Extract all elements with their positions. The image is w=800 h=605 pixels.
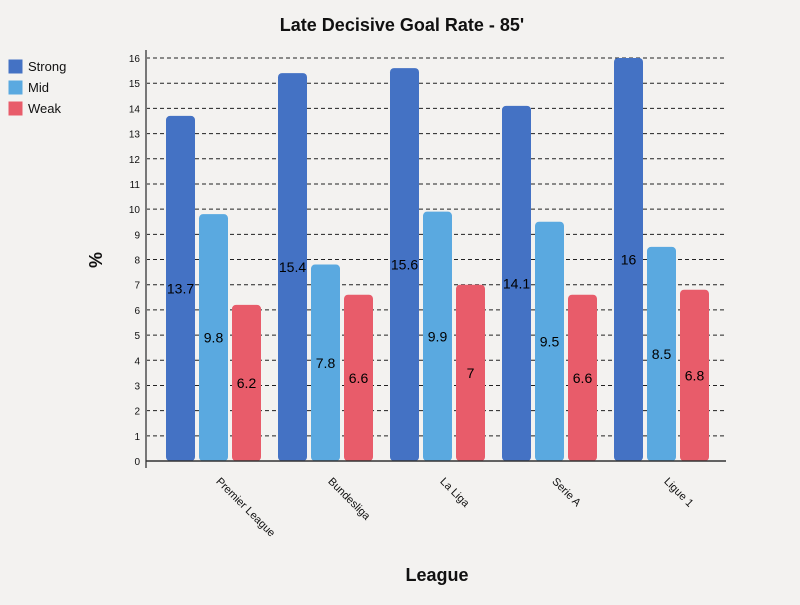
y-tick-label: 5 bbox=[134, 331, 140, 342]
y-tick-label: 10 bbox=[129, 205, 141, 216]
bar bbox=[502, 105, 531, 461]
legend-swatch bbox=[8, 101, 23, 116]
data-label: 13.7 bbox=[167, 280, 194, 296]
y-axis-label: % bbox=[86, 252, 106, 268]
bar bbox=[456, 284, 485, 461]
y-tick-label: 15 bbox=[129, 79, 141, 90]
bar bbox=[199, 214, 228, 461]
x-tick-label: Ligue 1 bbox=[661, 476, 695, 510]
x-tick-label: Serie A bbox=[549, 476, 583, 510]
y-tick-label: 6 bbox=[134, 306, 140, 317]
data-label: 16 bbox=[621, 252, 637, 268]
y-tick-label: 2 bbox=[134, 407, 140, 418]
y-tick-label: 13 bbox=[129, 130, 141, 141]
bar bbox=[680, 289, 709, 461]
x-tick-label: La Liga bbox=[437, 476, 472, 511]
bar bbox=[390, 68, 419, 461]
data-label: 6.6 bbox=[573, 370, 593, 386]
bar bbox=[614, 58, 643, 461]
bar bbox=[344, 294, 373, 461]
chart-title: Late Decisive Goal Rate - 85' bbox=[280, 15, 524, 35]
bar bbox=[166, 115, 195, 462]
x-tick-label: Premier League bbox=[213, 476, 277, 540]
data-label: 7 bbox=[467, 365, 475, 381]
legend-swatch bbox=[8, 59, 23, 74]
data-label: 9.5 bbox=[540, 333, 560, 349]
data-label: 6.2 bbox=[237, 375, 257, 391]
y-tick-label: 14 bbox=[129, 104, 141, 115]
bar bbox=[535, 221, 564, 461]
y-tick-label: 16 bbox=[129, 54, 141, 65]
legend-label: Weak bbox=[28, 101, 61, 116]
bar bbox=[647, 246, 676, 461]
bar bbox=[423, 211, 452, 461]
data-label: 14.1 bbox=[503, 275, 530, 291]
legend-label: Mid bbox=[28, 80, 49, 95]
y-tick-label: 8 bbox=[134, 256, 140, 267]
y-tick-label: 1 bbox=[134, 432, 140, 443]
y-tick-label: 9 bbox=[134, 230, 140, 241]
legend-swatch bbox=[8, 80, 23, 95]
x-tick-label: Bundesliga bbox=[325, 476, 373, 524]
data-label: 9.8 bbox=[204, 330, 224, 346]
data-label: 8.5 bbox=[652, 346, 672, 362]
y-tick-label: 11 bbox=[130, 180, 141, 191]
y-tick-label: 7 bbox=[134, 281, 140, 292]
data-label: 6.6 bbox=[349, 370, 369, 386]
data-label: 9.9 bbox=[428, 328, 448, 344]
y-tick-label: 4 bbox=[134, 356, 140, 367]
legend: Strong Mid Weak bbox=[8, 59, 66, 116]
y-tick-label: 0 bbox=[134, 457, 140, 468]
x-axis-label: League bbox=[405, 565, 468, 585]
data-label: 15.6 bbox=[391, 257, 418, 273]
data-label: 7.8 bbox=[316, 355, 336, 371]
y-tick-label: 3 bbox=[134, 381, 140, 392]
y-tick-label: 12 bbox=[129, 155, 141, 166]
bar bbox=[311, 264, 340, 461]
bar bbox=[278, 73, 307, 462]
bars: 13.7 9.8 6.2 15.4 7.8 6.6 15.6 9.9 7 14.1 9.5 6.6 16… bbox=[166, 58, 709, 462]
bar bbox=[232, 304, 261, 461]
data-label: 15.4 bbox=[279, 259, 306, 275]
legend-label: Strong bbox=[28, 59, 66, 74]
bar bbox=[568, 294, 597, 461]
data-label: 6.8 bbox=[685, 367, 705, 383]
